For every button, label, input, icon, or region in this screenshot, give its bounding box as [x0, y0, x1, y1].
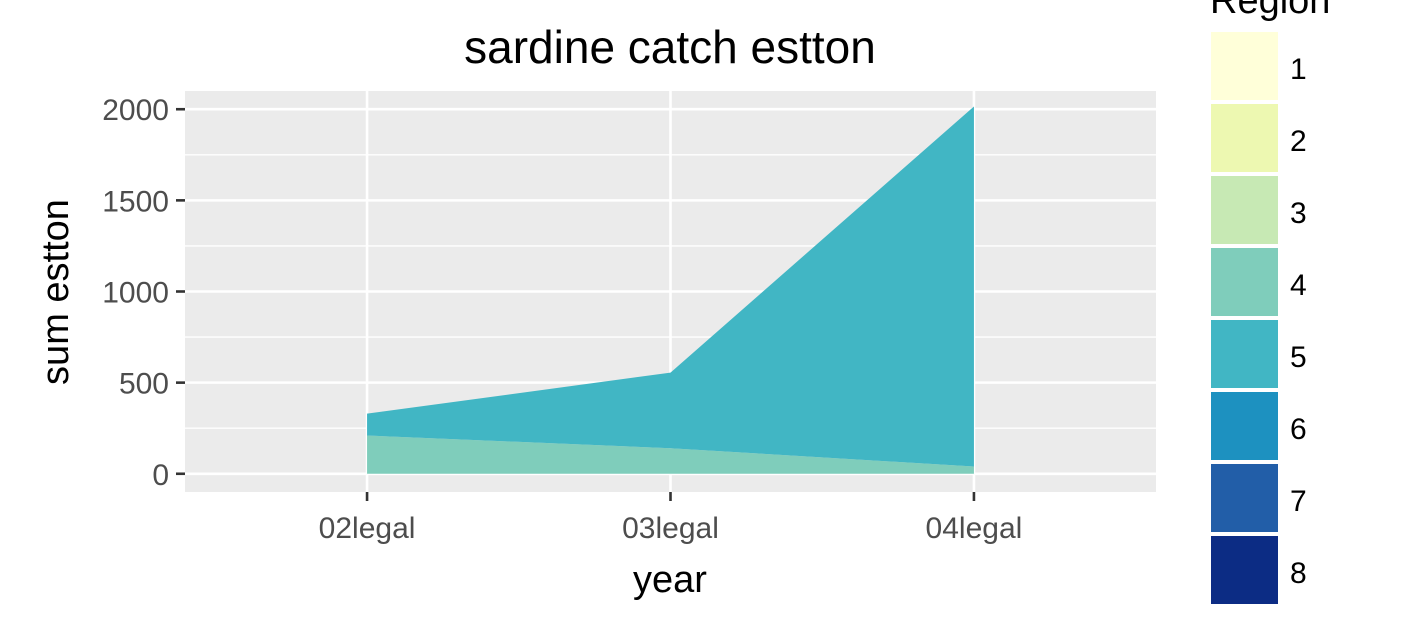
x-tick-label: 04legal — [926, 512, 1023, 545]
legend-label-8: 8 — [1290, 557, 1307, 590]
x-tick-label: 03legal — [622, 512, 719, 545]
x-axis-title: year — [633, 559, 707, 601]
y-tick-label: 0 — [152, 459, 169, 492]
x-tick-label: 02legal — [319, 512, 416, 545]
y-tick-label: 1000 — [102, 277, 169, 310]
area-region-5 — [367, 106, 974, 467]
legend-label-2: 2 — [1290, 125, 1307, 158]
legend-label-1: 1 — [1290, 53, 1307, 86]
legend-key-5 — [1211, 320, 1278, 388]
legend-title: Region — [1210, 0, 1330, 22]
legend-key-2 — [1211, 104, 1278, 172]
legend-key-3 — [1211, 176, 1278, 244]
legend-key-1 — [1211, 32, 1278, 100]
legend-label-6: 6 — [1290, 413, 1307, 446]
chart-title: sardine catch estton — [464, 21, 876, 73]
y-axis: 0 500 1000 1500 2000 — [102, 94, 185, 492]
legend-key-7 — [1211, 464, 1278, 532]
legend-label-5: 5 — [1290, 341, 1307, 374]
legend-key-4 — [1211, 248, 1278, 316]
y-axis-title: sum estton — [35, 199, 77, 385]
legend-key-6 — [1211, 392, 1278, 460]
y-tick-label: 2000 — [102, 94, 169, 127]
legend-key-8 — [1211, 536, 1278, 604]
y-tick-label: 1500 — [102, 185, 169, 218]
area-series — [367, 106, 974, 474]
area-region-4 — [367, 435, 974, 474]
legend-label-4: 4 — [1290, 269, 1307, 302]
x-axis: 02legal 03legal 04legal — [319, 492, 1023, 545]
legend: Region 1 2 3 4 5 6 7 8 — [1210, 0, 1330, 604]
legend-label-3: 3 — [1290, 197, 1307, 230]
y-tick-label: 500 — [119, 368, 169, 401]
legend-label-7: 7 — [1290, 485, 1307, 518]
